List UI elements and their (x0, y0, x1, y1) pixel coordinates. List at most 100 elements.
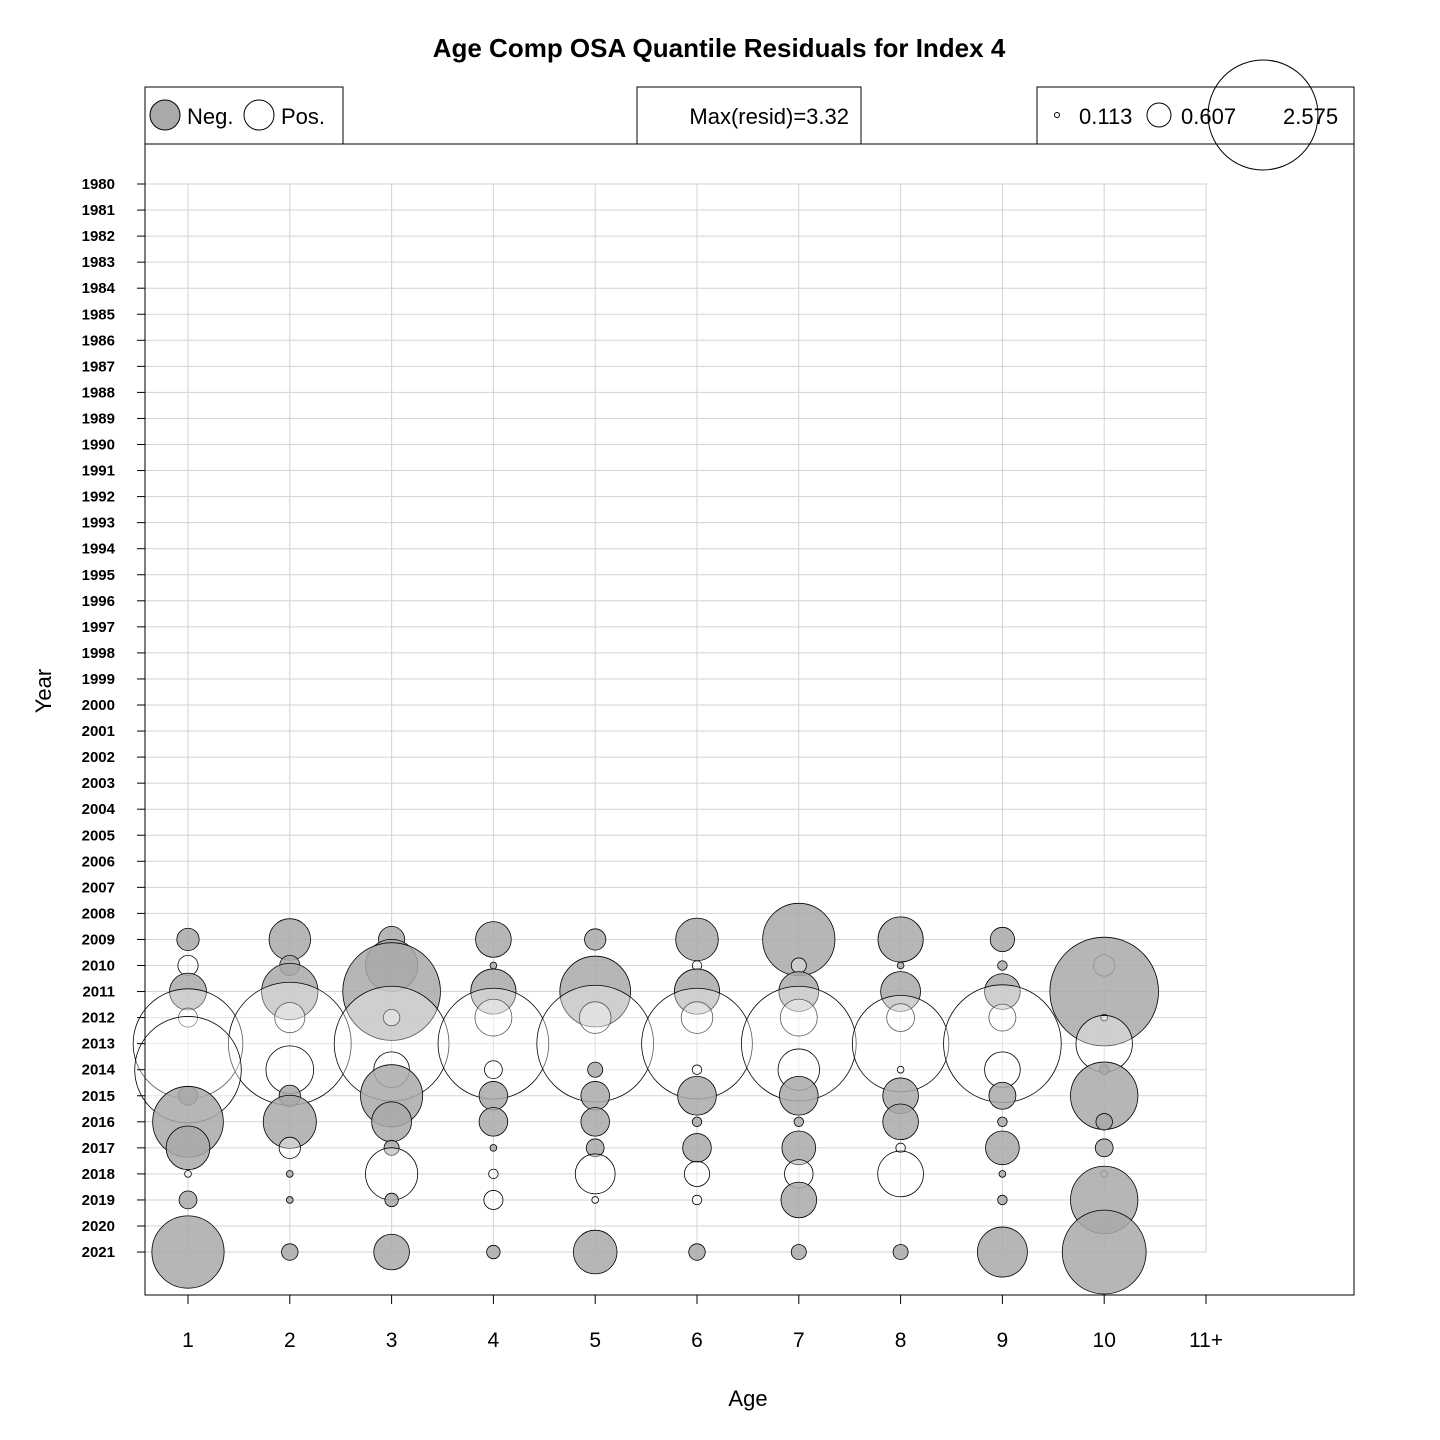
y-tick-label: 1988 (82, 384, 115, 401)
bubble-negative (489, 961, 498, 970)
bubble-positive (691, 1064, 703, 1075)
y-tick-label: 1982 (82, 228, 115, 245)
x-tick-label: 4 (488, 1329, 500, 1352)
bubble-positive (895, 1142, 906, 1154)
y-tick-label: 2004 (82, 801, 116, 818)
bubble-negative (781, 1130, 817, 1166)
y-tick-label: 2007 (82, 879, 115, 896)
bubble-negative (178, 1190, 198, 1210)
plot-frame (144, 143, 1355, 1296)
legend-neg-circle (149, 99, 181, 131)
y-tick-label: 1990 (82, 437, 115, 454)
bubble-positive (680, 1001, 714, 1034)
bubble-negative (779, 1075, 819, 1116)
bubble-negative (984, 973, 1021, 1010)
bubble-negative (580, 1081, 610, 1111)
legend-size-large-label: 2.575 (1283, 104, 1338, 129)
bubble-negative (880, 971, 921, 1012)
bubble-negative (489, 1144, 498, 1152)
bubble-positive (474, 998, 513, 1037)
bubble-negative (584, 928, 607, 951)
y-tick-label: 2003 (82, 775, 115, 792)
bubble-negative (998, 1170, 1007, 1178)
x-tick-label: 3 (386, 1329, 398, 1352)
bubble-negative (675, 917, 719, 962)
bubble-negative (580, 1107, 610, 1137)
bubble-negative (985, 1130, 1020, 1166)
y-tick-label: 1996 (82, 593, 115, 610)
y-tick-label: 1991 (82, 463, 115, 480)
x-tick-label: 7 (793, 1329, 805, 1352)
y-tick-label: 1992 (82, 489, 115, 506)
x-tick-label: 10 (1093, 1329, 1116, 1352)
bubble-negative (688, 1243, 706, 1261)
bubble-positive (365, 1147, 419, 1201)
bubble-negative (989, 926, 1015, 952)
y-tick-label: 2017 (82, 1140, 115, 1157)
bubble-positive (578, 1001, 612, 1034)
bubble-negative (673, 968, 721, 1015)
chart-title: Age Comp OSA Quantile Residuals for Inde… (433, 33, 1006, 63)
y-tick-label: 2014 (82, 1062, 116, 1079)
y-tick-label: 2011 (82, 984, 115, 1001)
bubble-negative (585, 1138, 605, 1158)
bubble-positive (184, 1170, 192, 1178)
x-tick-label: 1 (182, 1329, 194, 1352)
legend: Neg. Pos. Max(resid)=3.32 0.113 0.607 2.… (144, 59, 1355, 171)
bubble-positive (382, 1008, 401, 1027)
bubble-negative (572, 1229, 618, 1275)
bubble-negative (988, 1081, 1017, 1110)
y-tick-label: 1998 (82, 645, 115, 662)
bubble-negative (1094, 1138, 1114, 1158)
y-tick-label: 2009 (82, 931, 115, 948)
bubble-positive (779, 998, 818, 1037)
bubble-negative (559, 955, 631, 1028)
y-tick-label: 1999 (82, 671, 115, 688)
y-tick-label: 1993 (82, 515, 115, 532)
bubble-negative (342, 942, 441, 1041)
bubble-negative (371, 1101, 412, 1143)
y-tick-label: 2012 (82, 1010, 115, 1027)
bubble-negative (151, 1215, 225, 1289)
bubble-positive (896, 1065, 905, 1074)
x-axis: 1 2 3 4 5 6 7 8 9 10 11+ (182, 1295, 1223, 1352)
bubble-negative (587, 1061, 604, 1078)
bubble-negative (677, 1075, 717, 1116)
bubble-negative (261, 962, 319, 1021)
legend-pos-circle (243, 99, 275, 131)
bubble-positive (877, 1150, 924, 1198)
legend-neg-label: Neg. (187, 104, 233, 129)
bubble-negative (169, 972, 207, 1011)
y-tick-label: 2006 (82, 853, 115, 870)
bubble-negative (790, 1244, 807, 1260)
bubble-positive (574, 1153, 616, 1195)
legend-size-mid-circle (1146, 102, 1172, 128)
y-tick-label: 2020 (82, 1218, 115, 1235)
bubble-negative (384, 1192, 399, 1208)
bubble-negative (892, 1244, 909, 1260)
bubble-negative (165, 1125, 211, 1171)
bubble-negative (286, 1170, 294, 1178)
x-tick-label: 6 (691, 1329, 703, 1352)
legend-max-label: Max(resid)=3.32 (689, 104, 849, 129)
y-tick-label: 2008 (82, 905, 115, 922)
y-tick-label: 1981 (82, 202, 115, 219)
x-tick-label: 8 (895, 1329, 907, 1352)
bubble-negative (882, 1103, 919, 1141)
y-axis: 1980 1981 1982 1983 1984 1985 1986 1987 1988 1989… (82, 176, 145, 1261)
bubble-negative (1061, 1209, 1147, 1295)
y-tick-label: 1980 (82, 176, 115, 193)
y-tick-label: 2021 (82, 1244, 115, 1261)
y-tick-label: 1989 (82, 410, 115, 427)
y-tick-label: 1983 (82, 254, 115, 271)
x-axis-label: Age (728, 1386, 767, 1411)
bubble-negative (486, 1244, 501, 1260)
x-tick-label: 9 (997, 1329, 1009, 1352)
bubble-negative (478, 1107, 509, 1137)
bubble-positive (851, 995, 950, 1093)
bubble-negative (475, 921, 512, 958)
bubble-positive (591, 1196, 599, 1204)
x-tick-label: 11+ (1189, 1329, 1223, 1352)
bubble-positive (488, 1168, 499, 1180)
